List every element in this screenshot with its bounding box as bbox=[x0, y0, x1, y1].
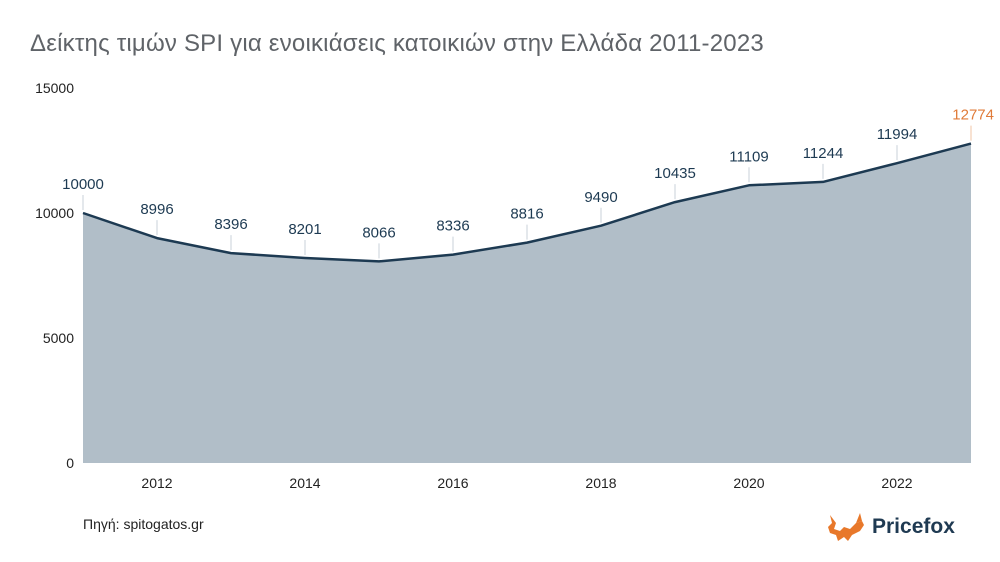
data-label: 10435 bbox=[654, 165, 696, 182]
brand-logo[interactable]: Pricefox bbox=[826, 509, 955, 545]
x-tick-label: 2014 bbox=[289, 475, 320, 491]
source-note: Πηγή: spitogatos.gr bbox=[83, 516, 204, 532]
data-label: 9490 bbox=[584, 189, 617, 206]
x-tick-label: 2016 bbox=[437, 475, 468, 491]
data-label: 11109 bbox=[729, 148, 769, 165]
data-label: 8066 bbox=[362, 224, 395, 241]
data-label: 8201 bbox=[288, 221, 321, 238]
brand-name: Pricefox bbox=[872, 515, 955, 538]
x-tick-label: 2020 bbox=[733, 475, 764, 491]
data-label: 11994 bbox=[877, 126, 918, 143]
y-tick-label: 5000 bbox=[43, 330, 74, 346]
data-label: 11244 bbox=[803, 145, 844, 162]
data-label-highlight: 12774 bbox=[952, 107, 994, 124]
data-label: 8396 bbox=[214, 216, 247, 233]
y-tick-label: 15000 bbox=[35, 80, 74, 96]
data-label: 8996 bbox=[140, 201, 173, 218]
x-tick-label: 2018 bbox=[585, 475, 616, 491]
data-label: 10000 bbox=[62, 176, 104, 193]
x-tick-label: 2012 bbox=[141, 475, 172, 491]
chart-title: Δείκτης τιμών SPI για ενοικιάσεις κατοικ… bbox=[30, 30, 764, 57]
fox-icon bbox=[828, 513, 864, 541]
series-line bbox=[82, 142, 972, 263]
y-tick-label: 10000 bbox=[35, 205, 74, 221]
y-tick-label: 0 bbox=[66, 455, 74, 471]
data-label: 8336 bbox=[436, 218, 469, 235]
data-label: 8816 bbox=[510, 206, 543, 223]
x-tick-label: 2022 bbox=[881, 475, 912, 491]
area-fill bbox=[83, 143, 971, 463]
